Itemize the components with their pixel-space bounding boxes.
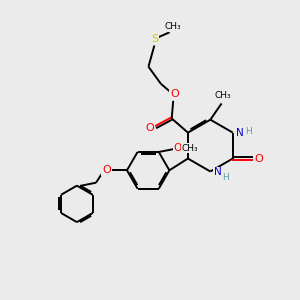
Text: CH₃: CH₃ — [182, 144, 199, 153]
Text: CH₃: CH₃ — [164, 22, 181, 32]
Text: O: O — [173, 143, 182, 153]
Text: O: O — [102, 165, 111, 175]
Text: O: O — [170, 89, 179, 99]
Text: O: O — [254, 154, 263, 164]
Text: H: H — [222, 173, 229, 182]
Text: H: H — [245, 127, 251, 136]
Text: O: O — [146, 123, 154, 133]
Text: CH₃: CH₃ — [215, 91, 231, 100]
Text: N: N — [214, 167, 222, 177]
Text: N: N — [236, 128, 244, 138]
Text: S: S — [151, 34, 158, 44]
